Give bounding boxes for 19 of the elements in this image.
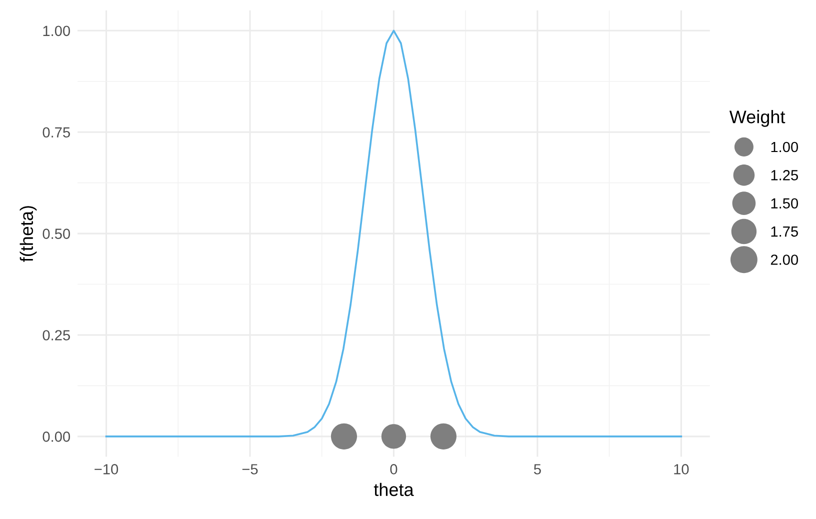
y-tick-label: 1.00 xyxy=(43,26,70,36)
x-tick-label: −10 xyxy=(94,464,118,474)
legend-label: 2.00 xyxy=(770,254,798,265)
x-tick-label: 10 xyxy=(674,464,689,474)
y-tick-label: 0.00 xyxy=(42,432,70,442)
x-tick-label: 0 xyxy=(390,464,398,474)
line-series xyxy=(105,30,682,438)
legend-label: 1.00 xyxy=(771,142,798,152)
y-tick-label: 0.50 xyxy=(42,228,70,239)
x-tick-label: 5 xyxy=(534,464,541,474)
legend-label: 1.75 xyxy=(771,226,798,237)
legend-label: 1.50 xyxy=(771,198,798,209)
x-tick-label: −5 xyxy=(242,464,258,474)
legend-label: 1.25 xyxy=(771,170,798,180)
y-tick-label: 0.75 xyxy=(42,127,70,138)
y-tick-label: 0.25 xyxy=(42,330,70,340)
y-axis-title: f(theta) xyxy=(20,206,37,262)
x-axis-title: theta xyxy=(374,482,414,496)
legend-title: Weight xyxy=(729,110,786,127)
